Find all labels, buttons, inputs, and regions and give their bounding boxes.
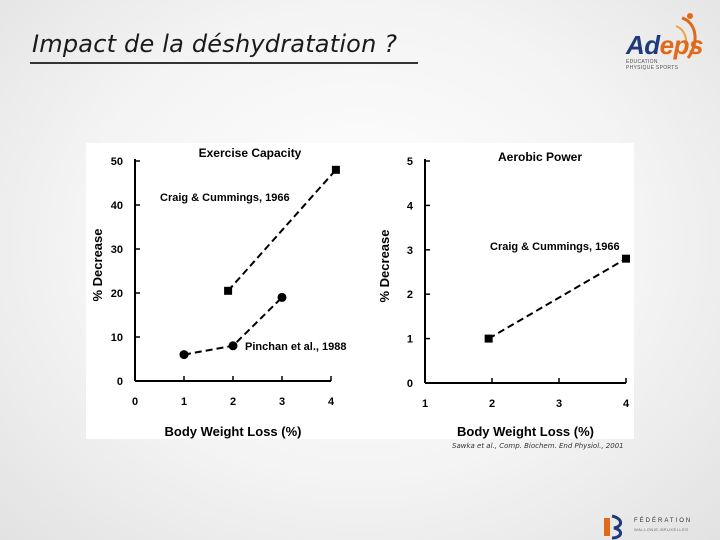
data-point-square [224, 286, 233, 295]
federation-line-2: WALLONIE-BRUXELLES [634, 527, 689, 532]
y-tick-label: 2 [407, 289, 413, 301]
y-tick-label: 4 [407, 200, 414, 212]
x-axis-label: Body Weight Loss (%) [165, 424, 302, 439]
adeps-swoosh-icon [675, 13, 697, 59]
chart-title: Aerobic Power [498, 150, 582, 164]
series-label: Craig & Cummings, 1966 [160, 192, 290, 204]
chart-title: Exercise Capacity [199, 146, 302, 160]
x-axis-label: Body Weight Loss (%) [457, 424, 594, 439]
x-tick-label: 0 [132, 396, 138, 408]
adeps-logo: Adeps EDUCATION PHYSIQUE SPORTS [612, 8, 708, 72]
y-tick-label: 10 [111, 332, 123, 344]
y-axis-label: % Decrease [90, 229, 105, 302]
y-tick-label: 5 [407, 156, 413, 168]
x-tick-label: 2 [489, 398, 495, 410]
x-tick-label: 3 [556, 398, 562, 410]
x-tick-label: 4 [328, 396, 335, 408]
y-tick-label: 0 [407, 378, 413, 390]
x-tick-label: 3 [279, 396, 285, 408]
federation-line-1: FÉDÉRATION [634, 518, 693, 524]
figure-panel: 0 10 20 30 40 50 0 1 2 3 4 Exercise Capacity Body We… [86, 143, 634, 439]
data-point-square [622, 254, 630, 263]
y-tick-label: 1 [407, 334, 413, 346]
adeps-subline-2: PHYSIQUE SPORTS [626, 65, 679, 71]
data-point-circle [179, 350, 189, 360]
y-tick-label: 20 [111, 288, 123, 300]
data-point-square [331, 165, 340, 174]
y-tick-label: 30 [111, 244, 123, 256]
y-tick-label: 0 [117, 376, 123, 388]
data-point-circle [228, 341, 238, 351]
series-label: Pinchan et al., 1988 [245, 341, 347, 353]
series-line [488, 257, 627, 340]
y-tick-label: 50 [111, 156, 123, 168]
x-tick-label: 1 [422, 398, 428, 410]
x-tick-label: 1 [181, 396, 187, 408]
adeps-word-ad: Ad [626, 30, 660, 60]
federation-logo: FÉDÉRATION WALLONIE-BRUXELLES [598, 512, 716, 540]
adeps-wordmark: Adeps [626, 30, 703, 61]
y-tick-label: 3 [407, 245, 413, 257]
adeps-subline-1: EDUCATION [626, 59, 658, 65]
data-point-circle [277, 292, 287, 302]
series-line [227, 169, 337, 292]
data-point-square [484, 334, 493, 343]
x-tick-label: 2 [230, 396, 236, 408]
title-underline [30, 62, 418, 64]
x-tick-label: 4 [623, 398, 630, 410]
y-tick-label: 40 [111, 200, 123, 212]
adeps-word-eps: eps [659, 30, 704, 60]
series-label: Craig & Cummings, 1966 [490, 241, 620, 253]
citation: Sawka et al., Comp. Biochem. End Physiol… [452, 442, 624, 450]
federation-emblem-icon [604, 514, 622, 540]
y-axis-label: % Decrease [377, 230, 392, 303]
slide-title: Impact de la déshydratation ? [32, 30, 398, 58]
